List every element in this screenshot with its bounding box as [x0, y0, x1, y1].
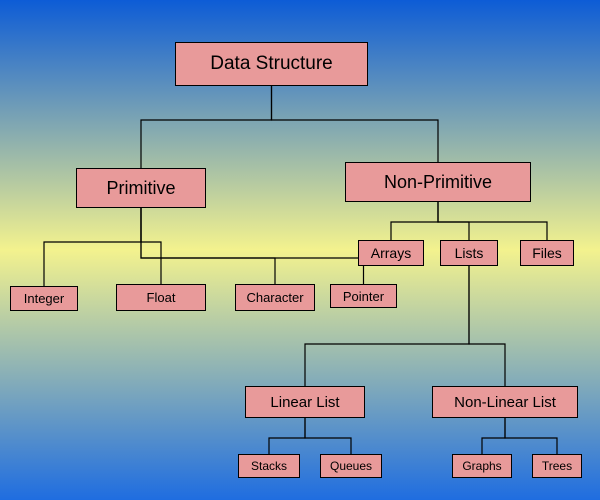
node-files: Files: [520, 240, 574, 266]
node-nonprim-label: Non-Primitive: [384, 172, 492, 193]
node-linear-label: Linear List: [270, 394, 339, 411]
node-stacks: Stacks: [238, 454, 300, 478]
node-nonprim: Non-Primitive: [345, 162, 531, 202]
node-queues: Queues: [320, 454, 382, 478]
node-float-label: Float: [147, 290, 176, 305]
node-integer-label: Integer: [24, 291, 64, 306]
node-root: Data Structure: [175, 42, 368, 86]
node-character-label: Character: [246, 290, 303, 305]
node-pointer: Pointer: [330, 284, 397, 308]
node-lists: Lists: [440, 240, 498, 266]
node-trees: Trees: [532, 454, 582, 478]
node-graphs: Graphs: [452, 454, 512, 478]
node-integer: Integer: [10, 286, 78, 311]
node-character: Character: [235, 284, 315, 311]
node-root-label: Data Structure: [210, 53, 333, 75]
node-pointer-label: Pointer: [343, 289, 384, 304]
node-lists-label: Lists: [455, 245, 484, 261]
node-nonlinear-label: Non-Linear List: [454, 394, 556, 411]
node-prim: Primitive: [76, 168, 206, 208]
node-arrays-label: Arrays: [371, 245, 411, 261]
node-graphs-label: Graphs: [462, 459, 501, 473]
node-float: Float: [116, 284, 206, 311]
node-stacks-label: Stacks: [251, 459, 287, 473]
node-linear: Linear List: [245, 386, 365, 418]
node-arrays: Arrays: [358, 240, 424, 266]
node-files-label: Files: [532, 245, 562, 261]
node-queues-label: Queues: [330, 459, 372, 473]
node-prim-label: Primitive: [106, 178, 175, 199]
node-nonlinear: Non-Linear List: [432, 386, 578, 418]
node-trees-label: Trees: [542, 459, 572, 473]
